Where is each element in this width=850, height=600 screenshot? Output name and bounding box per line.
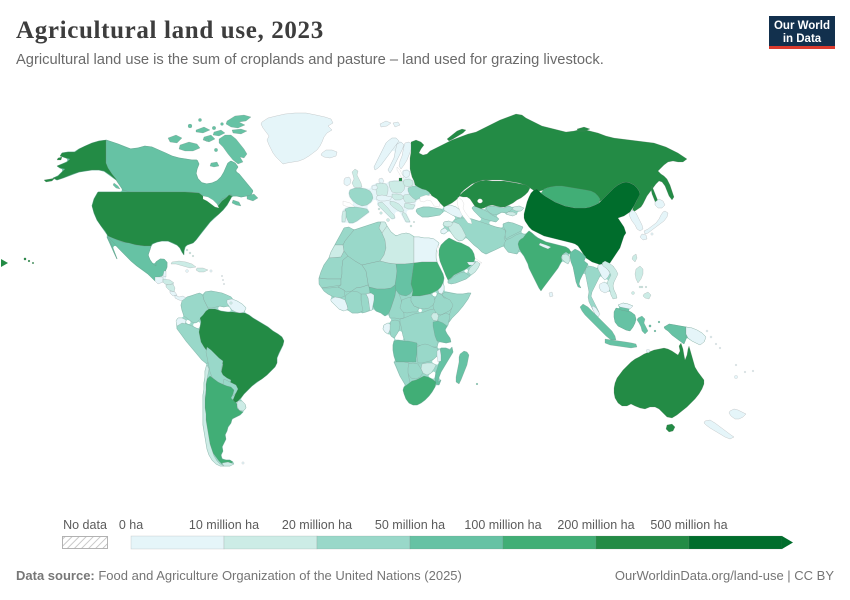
svg-text:500 million ha: 500 million ha [650, 518, 727, 532]
svg-text:No data: No data [63, 518, 107, 532]
svg-text:200 million ha: 200 million ha [557, 518, 634, 532]
svg-text:100 million ha: 100 million ha [464, 518, 541, 532]
svg-text:0 ha: 0 ha [119, 518, 143, 532]
svg-text:10 million ha: 10 million ha [189, 518, 259, 532]
svg-text:50 million ha: 50 million ha [375, 518, 445, 532]
svg-text:20 million ha: 20 million ha [282, 518, 352, 532]
